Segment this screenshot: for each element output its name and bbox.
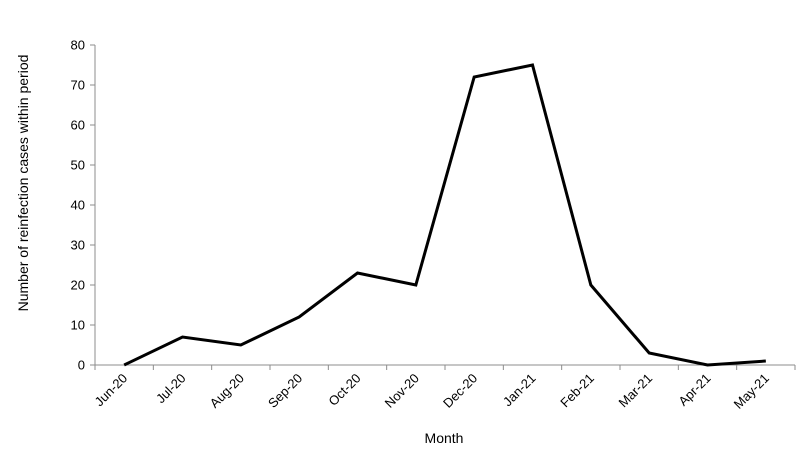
x-tick-label: Jul-20	[153, 371, 189, 407]
x-tick-label: Nov-20	[382, 371, 422, 411]
y-tick-label: 50	[71, 158, 85, 173]
y-tick-label: 30	[71, 238, 85, 253]
x-tick-label: Mar-21	[616, 371, 656, 411]
series-line	[123, 63, 766, 367]
x-axis: Jun-20 Jul-20 Aug-20 Sep-20 Oct-20 Nov-20 Dec-…	[92, 364, 796, 412]
y-tick-label: 0	[78, 358, 85, 373]
x-tick-label: Feb-21	[557, 371, 597, 411]
y-tick-label: 20	[71, 278, 85, 293]
plot-area	[123, 63, 766, 367]
y-tick-label: 60	[71, 118, 85, 133]
x-tick-label: Sep-20	[265, 371, 305, 411]
y-tick-label: 10	[71, 318, 85, 333]
x-axis-title: Month	[425, 430, 464, 446]
x-tick-label: May-21	[731, 371, 772, 412]
y-axis: 0 10 20 30 40 50 60 70 80	[71, 38, 96, 373]
y-axis-title: Number of reinfection cases within perio…	[15, 55, 31, 312]
x-tick-label: Apr-21	[675, 371, 713, 409]
y-tick-label: 40	[71, 198, 85, 213]
x-tick-label: Oct-20	[325, 371, 363, 409]
x-tick-label: Jun-20	[92, 371, 131, 410]
x-tick-label: Dec-20	[440, 371, 480, 411]
x-tick-label: Jan-21	[500, 371, 539, 410]
x-tick-label: Aug-20	[207, 371, 247, 411]
y-tick-label: 80	[71, 38, 85, 53]
y-tick-label: 70	[71, 78, 85, 93]
